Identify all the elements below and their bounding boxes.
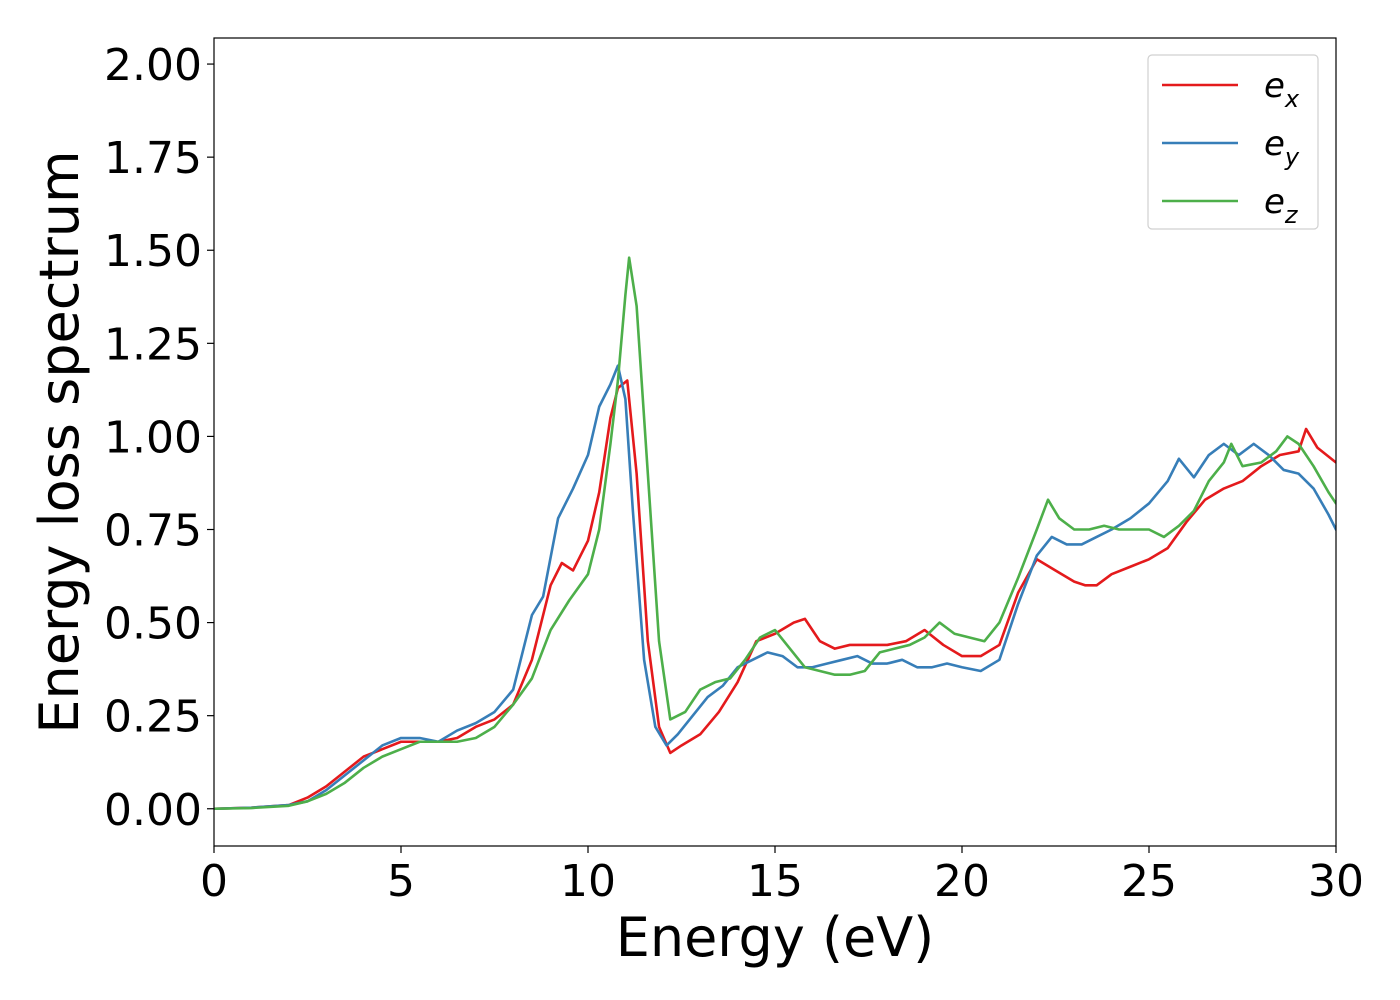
x-tick-label: 15 [747, 856, 803, 907]
y-tick-label: 1.00 [104, 412, 202, 463]
x-tick-label: 25 [1121, 856, 1177, 907]
y-tick-label: 0.25 [104, 692, 202, 743]
series-lines [214, 256, 1336, 811]
y-tick-label: 0.00 [104, 785, 202, 836]
y-tick-label: 1.25 [104, 319, 202, 370]
legend-item-y[interactable]: ey [1162, 124, 1300, 171]
legend-item-z[interactable]: ez [1162, 182, 1299, 229]
x-tick-label: 30 [1308, 856, 1364, 907]
series-line-x [214, 379, 1336, 811]
y-tick-label: 1.75 [104, 133, 202, 184]
plot-area: 0 5 10 15 20 25 30 0.00 0.25 0.50 0.75 1.00 1.25 1.5… [104, 37, 1364, 907]
y-tick-label: 0.75 [104, 506, 202, 557]
x-axis-label: Energy (eV) [616, 906, 935, 969]
series-line-z [214, 256, 1336, 811]
x-tick-label: 10 [560, 856, 616, 907]
y-axis-ticks: 0.00 0.25 0.50 0.75 1.00 1.25 1.50 1.75 2.00 [104, 40, 214, 836]
legend-label: ez [1264, 182, 1299, 229]
y-axis-label: Energy loss spectrum [28, 150, 91, 733]
y-tick-label: 1.50 [104, 226, 202, 277]
x-tick-label: 20 [934, 856, 990, 907]
legend-label: ex [1264, 66, 1300, 113]
legend-item-x[interactable]: ex [1162, 66, 1300, 113]
x-tick-label: 5 [387, 856, 415, 907]
y-tick-label: 0.50 [104, 599, 202, 650]
legend-label: ey [1264, 124, 1300, 171]
series-line-y [214, 364, 1336, 811]
legend[interactable]: ex ey ez [1147, 54, 1319, 230]
x-axis-ticks: 0 5 10 15 20 25 30 [200, 846, 1364, 907]
y-tick-label: 2.00 [104, 40, 202, 91]
x-tick-label: 0 [200, 856, 228, 907]
